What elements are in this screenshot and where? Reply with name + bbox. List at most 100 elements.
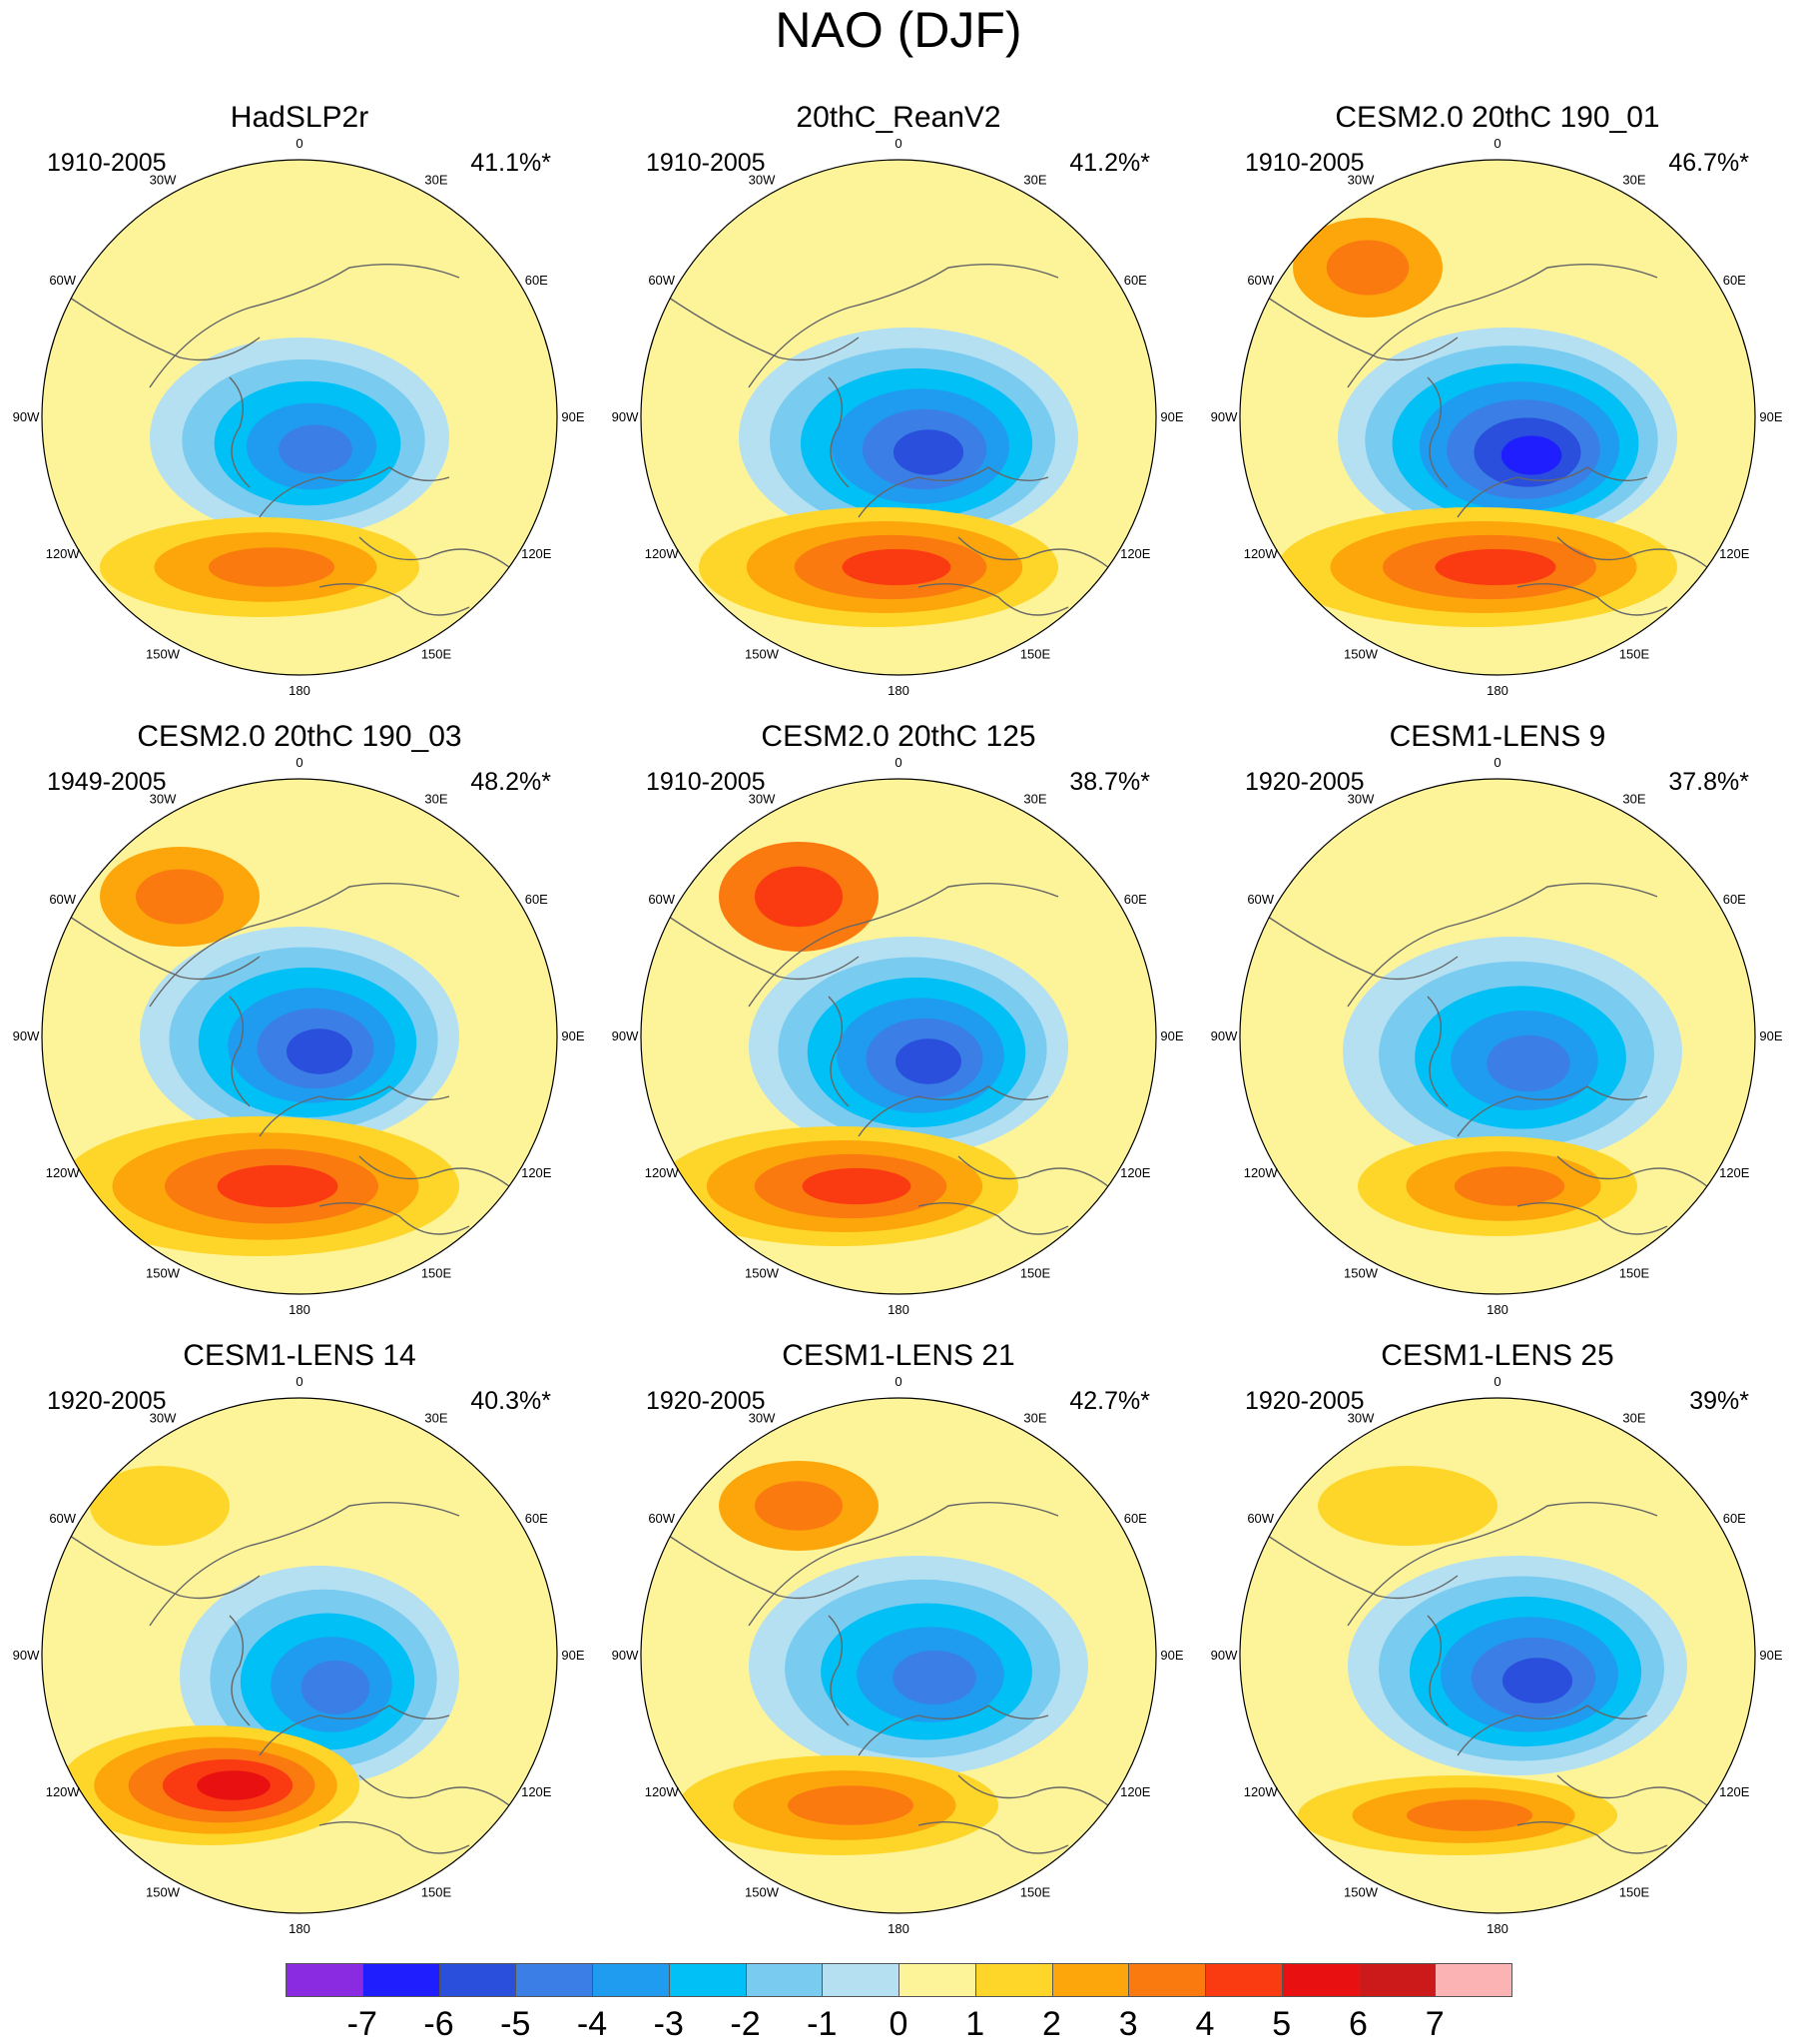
colorbar-label: 1 xyxy=(965,2005,985,2043)
map-border xyxy=(41,159,558,676)
longitude-label: 120E xyxy=(1719,546,1750,561)
coastline xyxy=(318,1202,470,1235)
panel-period: 1920-2005 xyxy=(1245,1387,1365,1415)
map-panel: 180 150E 120E 90E 60E 30E 0 30W 60W 90W 120W 150W CE… xyxy=(599,1338,1198,1957)
longitude-label: 90W xyxy=(1211,1648,1238,1663)
coastline xyxy=(229,996,251,1107)
colorbar-swatch xyxy=(1128,1963,1206,1997)
longitude-label: 30E xyxy=(1622,792,1645,807)
panel-variance: 41.1%* xyxy=(470,149,551,177)
low-contour xyxy=(893,429,964,475)
longitude-label: 150E xyxy=(1619,646,1650,661)
coastline xyxy=(1267,297,1459,361)
pacific-contour xyxy=(1318,1466,1498,1546)
longitude-label: 150E xyxy=(1020,646,1051,661)
longitude-label: 180 xyxy=(888,1302,909,1317)
colorbar-swatch xyxy=(974,1963,1053,1997)
map-panel: 180 150E 120E 90E 60E 30E 0 30W 60W 90W 120W 150W CE… xyxy=(599,719,1198,1338)
longitude-label: 120E xyxy=(521,1784,552,1799)
coastline xyxy=(1427,996,1449,1107)
colorbar-swatch xyxy=(1281,1963,1360,1997)
longitude-label: 120W xyxy=(46,546,81,561)
longitude-label: 150W xyxy=(146,646,181,661)
longitude-label: 60W xyxy=(1247,1511,1274,1526)
coastline xyxy=(917,583,1069,616)
longitude-label: 30W xyxy=(749,1411,776,1426)
coastline xyxy=(748,1501,1059,1627)
longitude-label: 60W xyxy=(648,1511,675,1526)
longitude-label: 120W xyxy=(645,546,680,561)
coastline xyxy=(1516,583,1668,616)
longitude-label: 180 xyxy=(888,683,909,698)
coastline xyxy=(149,1501,460,1627)
colorbar-swatch xyxy=(1358,1963,1437,1997)
longitude-label: 150W xyxy=(1344,646,1379,661)
coastline xyxy=(1347,263,1658,388)
map-panel: 180 150E 120E 90E 60E 30E 0 30W 60W 90W 120W 150W CE… xyxy=(0,719,599,1338)
map-panel: 180 150E 120E 90E 60E 30E 0 30W 60W 90W 120W 150W CE… xyxy=(1198,100,1797,719)
low-contour xyxy=(300,1661,370,1714)
longitude-label: 0 xyxy=(1494,1374,1500,1389)
coastline xyxy=(858,1085,1049,1137)
high-contour xyxy=(1454,1166,1565,1206)
longitude-label: 60W xyxy=(648,273,675,288)
longitude-label: 180 xyxy=(888,1921,909,1936)
longitude-label: 150E xyxy=(1020,1884,1051,1899)
longitude-label: 180 xyxy=(289,683,310,698)
polar-map: 180 150E 120E 90E 60E 30E 0 30W 60W 90W 120W 150W xyxy=(612,755,1184,1317)
map-border xyxy=(1239,159,1756,676)
coastlines xyxy=(69,1501,510,1854)
map-panel: 180 150E 120E 90E 60E 30E 0 30W 60W 90W 120W 150W Ha… xyxy=(0,100,599,719)
longitude-label: 30W xyxy=(150,1411,177,1426)
longitude-label: 0 xyxy=(1494,136,1500,151)
colorbar-swatch xyxy=(438,1963,517,1997)
panel-period: 1910-2005 xyxy=(646,149,766,177)
longitude-label: 150E xyxy=(1619,1265,1650,1280)
colorbar-label: 7 xyxy=(1425,2005,1445,2043)
coastline xyxy=(1516,1202,1668,1235)
colorbar-swatch xyxy=(361,1963,440,1997)
longitude-label: 30E xyxy=(424,1411,447,1426)
longitude-label: 60W xyxy=(49,273,76,288)
coastline xyxy=(69,297,261,361)
coastlines xyxy=(668,263,1109,616)
coastline xyxy=(1427,1615,1449,1726)
longitude-label: 120E xyxy=(521,1165,552,1180)
contour-field xyxy=(641,779,1156,1294)
longitude-label: 60E xyxy=(1723,1511,1746,1526)
colorbar-label: -7 xyxy=(346,2005,377,2043)
longitude-label: 180 xyxy=(289,1302,310,1317)
longitude-label: 60E xyxy=(525,892,548,907)
pacific-contour-inner xyxy=(755,866,843,928)
high-contour xyxy=(787,1785,914,1825)
coastline xyxy=(1556,536,1708,568)
longitude-label: 30W xyxy=(749,792,776,807)
polar-map: 180 150E 120E 90E 60E 30E 0 30W 60W 90W 120W 150W xyxy=(13,1374,585,1936)
polar-map: 180 150E 120E 90E 60E 30E 0 30W 60W 90W 120W 150W xyxy=(612,1374,1184,1936)
coastline xyxy=(1267,1535,1459,1600)
colorbar-label: 4 xyxy=(1195,2005,1215,2043)
longitude-label: 120W xyxy=(46,1784,81,1799)
colorbar-label: 3 xyxy=(1118,2005,1138,2043)
coastline xyxy=(858,466,1049,518)
longitude-label: 90E xyxy=(561,1648,584,1663)
coastline xyxy=(828,376,850,488)
longitude-label: 120W xyxy=(1244,1165,1279,1180)
colorbar-label: 6 xyxy=(1349,2005,1368,2043)
longitude-label: 60E xyxy=(1124,892,1147,907)
longitude-label: 150W xyxy=(146,1884,181,1899)
panel-period: 1910-2005 xyxy=(1245,149,1365,177)
chart-title: NAO (DJF) xyxy=(775,2,1022,58)
panel-period: 1910-2005 xyxy=(646,768,766,796)
polar-map: 180 150E 120E 90E 60E 30E 0 30W 60W 90W 120W 150W xyxy=(1211,1374,1783,1936)
panel-period: 1920-2005 xyxy=(47,1387,167,1415)
longitude-label: 0 xyxy=(296,136,302,151)
longitude-label: 150E xyxy=(421,1884,452,1899)
colorbar-swatch xyxy=(1205,1963,1283,1997)
coastlines xyxy=(69,263,510,616)
longitude-label: 90E xyxy=(561,1028,584,1043)
panel-title: CESM2.0 20thC 190_03 xyxy=(137,720,462,753)
longitude-label: 30E xyxy=(1023,173,1046,188)
longitude-label: 30W xyxy=(1348,1411,1375,1426)
longitude-label: 90E xyxy=(561,409,584,424)
